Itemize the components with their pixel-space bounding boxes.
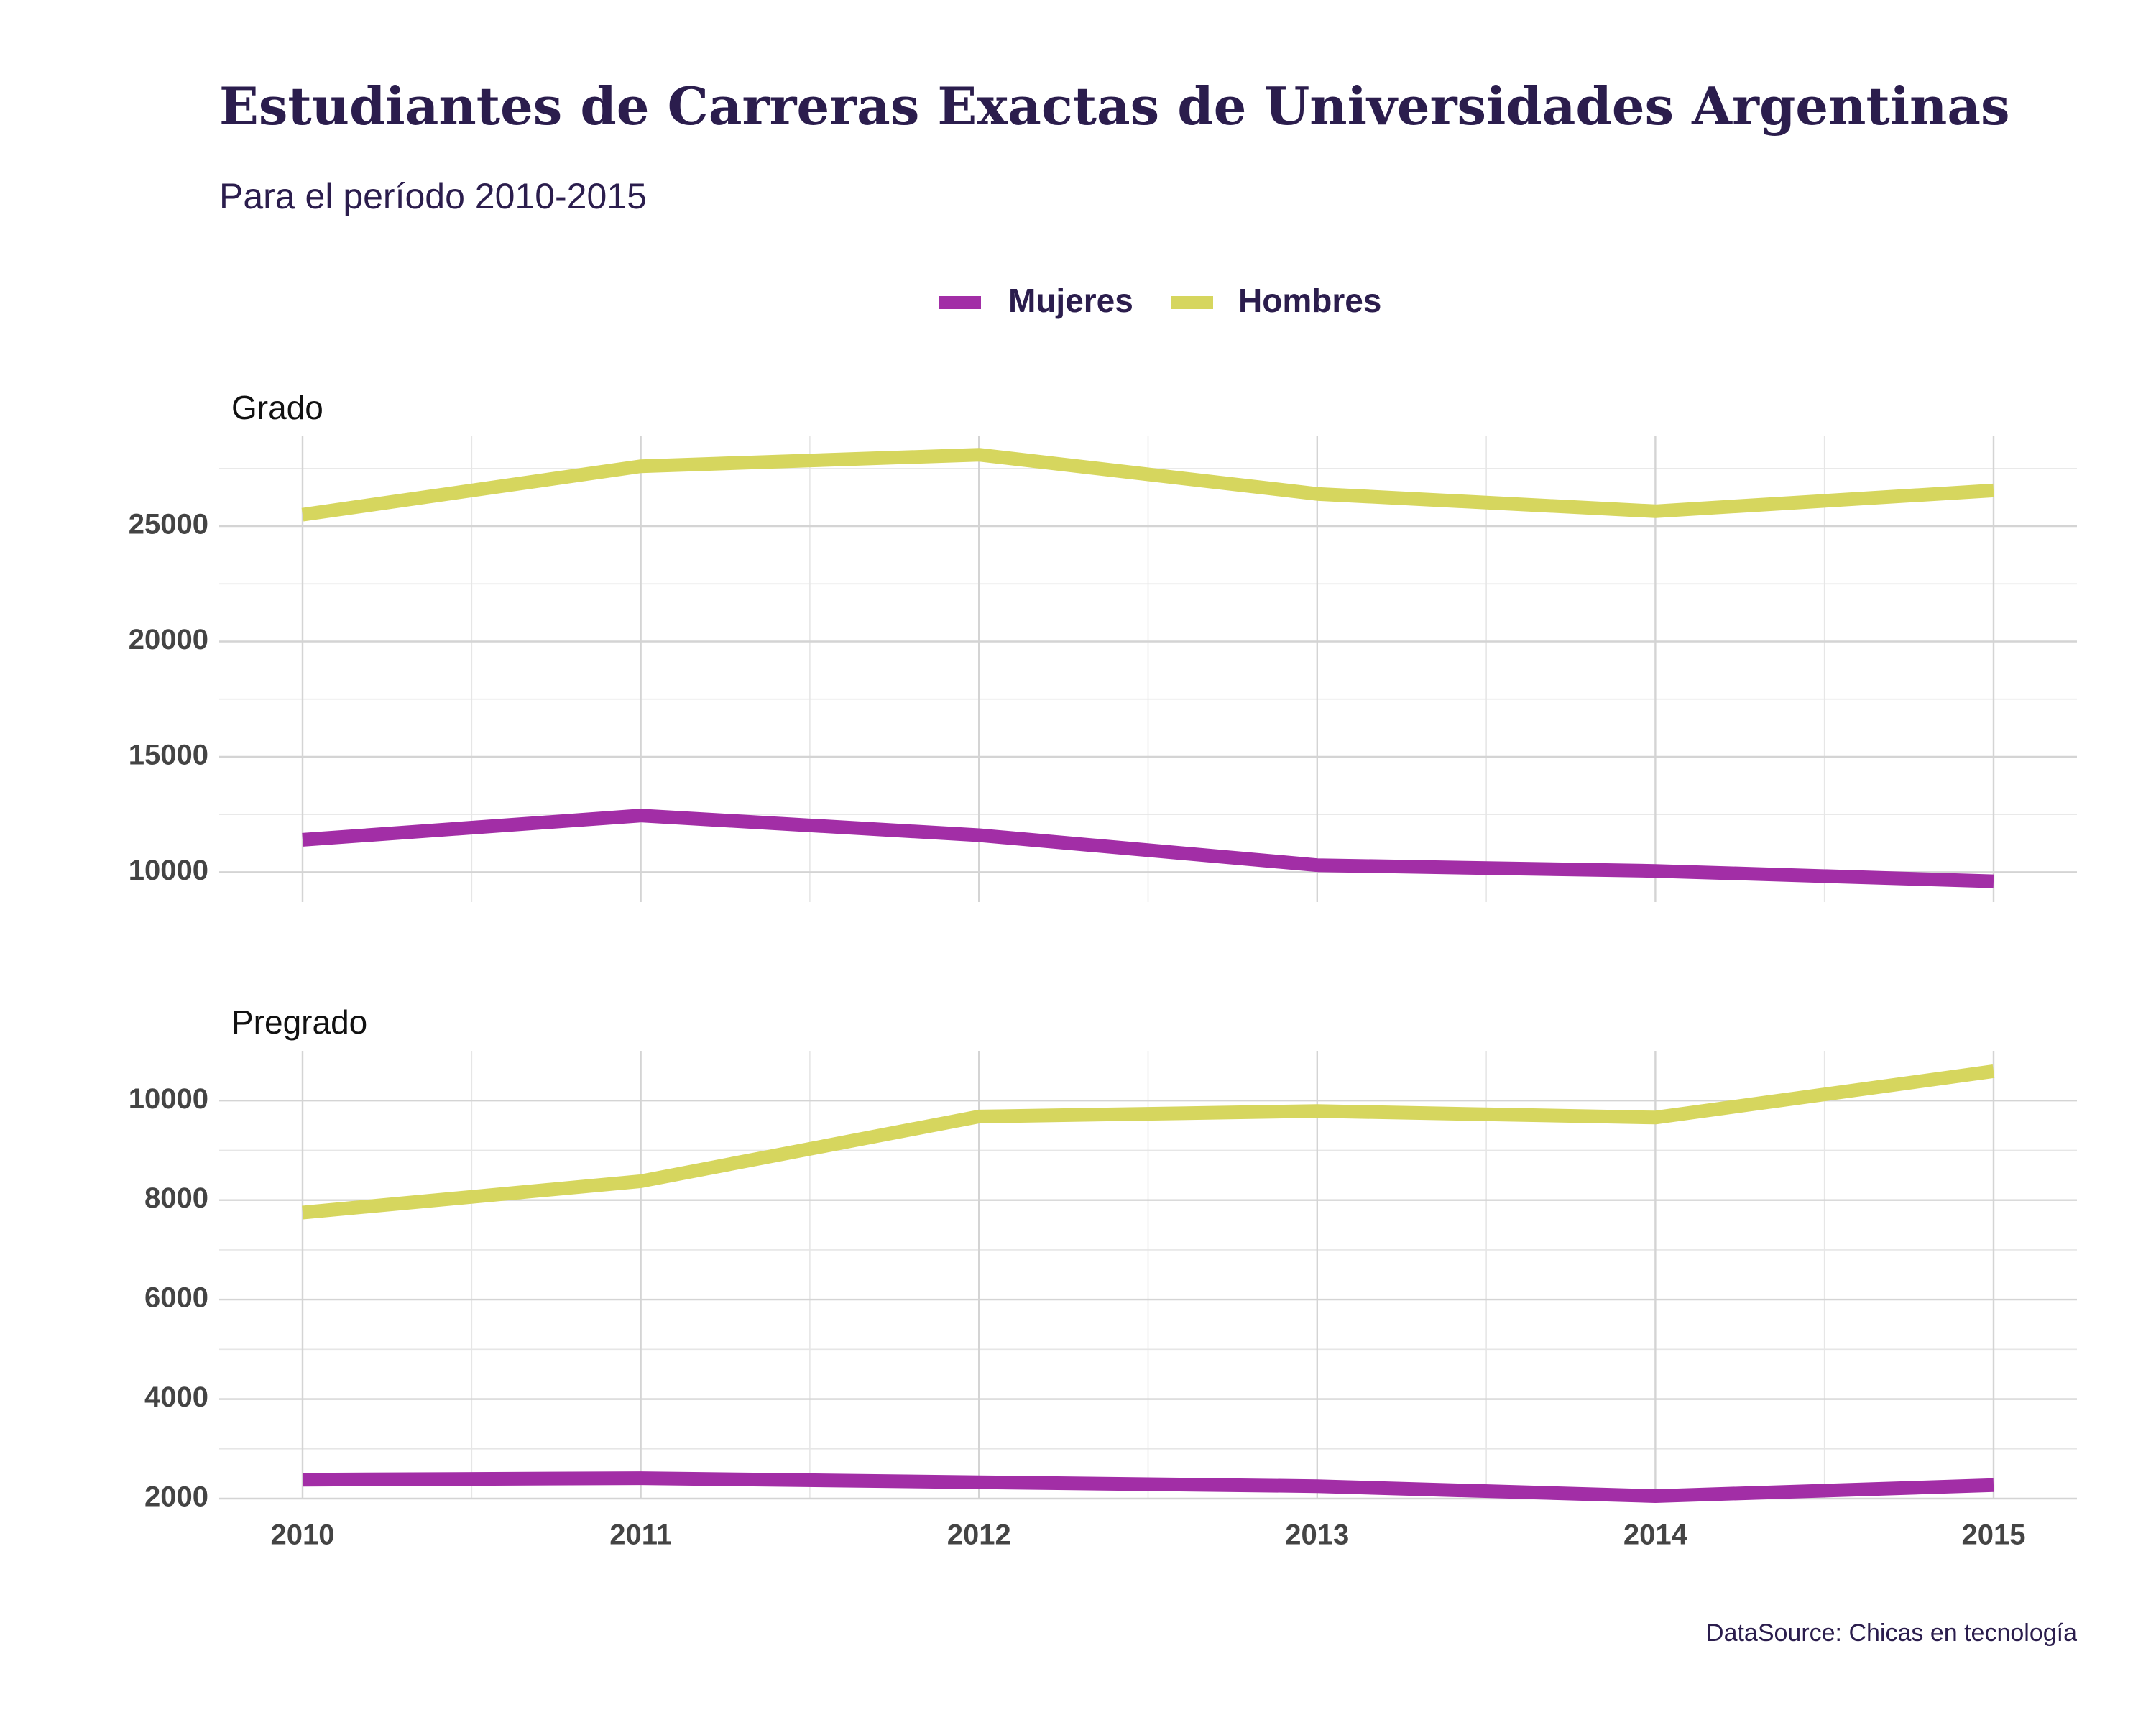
chart-title: Estudiantes de Carreras Exactas de Unive… — [219, 75, 2010, 137]
series-grado — [301, 448, 1994, 888]
x-tick-label: 2014 — [1623, 1519, 1688, 1551]
grid-grado — [219, 436, 2077, 902]
y-tick-label-pregrado: 10000 — [129, 1083, 208, 1115]
x-tick-label: 2011 — [609, 1519, 672, 1551]
panel-grado: Grado 10000 15000 20000 25000 — [129, 389, 2077, 902]
chart-caption: DataSource: Chicas en tecnología — [1706, 1619, 2077, 1647]
y-tick-label-pregrado: 8000 — [144, 1182, 208, 1214]
y-tick-label-grado: 10000 — [129, 855, 208, 886]
legend-label-mujeres: Mujeres — [1008, 282, 1133, 319]
series-line-mujeres-pregrado — [302, 1471, 1994, 1503]
series-line-hombres-pregrado — [302, 1064, 1995, 1220]
legend-swatch-mujeres — [939, 296, 981, 309]
y-tick-label-pregrado: 2000 — [144, 1481, 208, 1513]
x-axis: 2010 2011 2012 2013 2014 2015 — [271, 1519, 2026, 1551]
y-axis-grado: 10000 15000 20000 25000 — [129, 509, 208, 886]
y-tick-label-pregrado: 6000 — [144, 1282, 208, 1314]
chart-subtitle: Para el período 2010-2015 — [219, 176, 647, 216]
y-tick-label-grado: 15000 — [129, 739, 208, 770]
y-axis-pregrado: 2000 4000 6000 8000 10000 — [129, 1083, 208, 1513]
x-tick-label: 2010 — [271, 1519, 335, 1551]
x-tick-label: 2013 — [1285, 1519, 1349, 1551]
series-pregrado — [302, 1064, 1995, 1503]
series-line-mujeres-grado — [302, 809, 1994, 888]
panel-title-grado: Grado — [231, 389, 323, 426]
panel-title-pregrado: Pregrado — [231, 1003, 367, 1041]
y-tick-label-pregrado: 4000 — [144, 1381, 208, 1413]
x-tick-label: 2015 — [1962, 1519, 2026, 1551]
legend: Mujeres Hombres — [939, 282, 1381, 319]
legend-label-hombres: Hombres — [1238, 282, 1381, 319]
y-tick-label-grado: 25000 — [129, 509, 208, 540]
legend-swatch-hombres — [1171, 296, 1213, 309]
x-tick-label: 2012 — [947, 1519, 1011, 1551]
y-tick-label-grado: 20000 — [129, 624, 208, 656]
panel-pregrado: Pregrado 2000 4000 6000 8000 10000 — [129, 1003, 2077, 1513]
series-line-hombres-grado — [301, 448, 1994, 522]
